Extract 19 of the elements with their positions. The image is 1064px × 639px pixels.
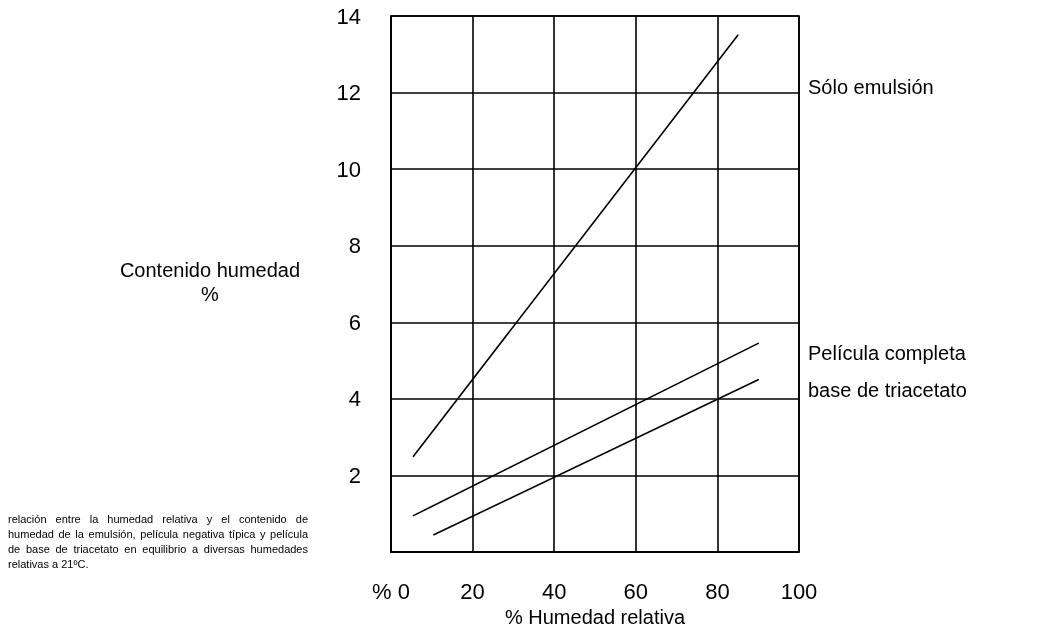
y-tick-label: 10: [336, 156, 361, 182]
x-tick-label: 40: [541, 578, 567, 604]
x-tick-label: 20: [460, 578, 485, 604]
text: relación entre la humedad relativa y el contenido de humedad de la emulsión, película negativa típica y película de base de triacetato en equilibrio a diversas humedades relativas a 21ºC.: [8, 512, 308, 572]
y-axis-title: Contenido humedad %: [119, 259, 301, 305]
y-tick-label: 8: [348, 233, 361, 259]
text: Película completa: [808, 342, 967, 365]
y-tick-label: 4: [348, 386, 361, 412]
x-axis-title: % Humedad relativa: [504, 605, 686, 628]
x-tick-label: 60: [623, 578, 649, 604]
x-tick-label: 80: [705, 578, 730, 604]
y-tick-label: 14: [336, 3, 361, 29]
x-tick-label: % 0: [372, 578, 410, 604]
text: base de triacetato: [808, 378, 967, 401]
y-tick-label: 6: [348, 309, 361, 335]
x-tick-label: 100: [780, 578, 818, 604]
y-tick-label: 12: [336, 80, 361, 106]
text: Sólo emulsión: [808, 76, 934, 99]
y-tick-label: 2: [348, 462, 361, 488]
